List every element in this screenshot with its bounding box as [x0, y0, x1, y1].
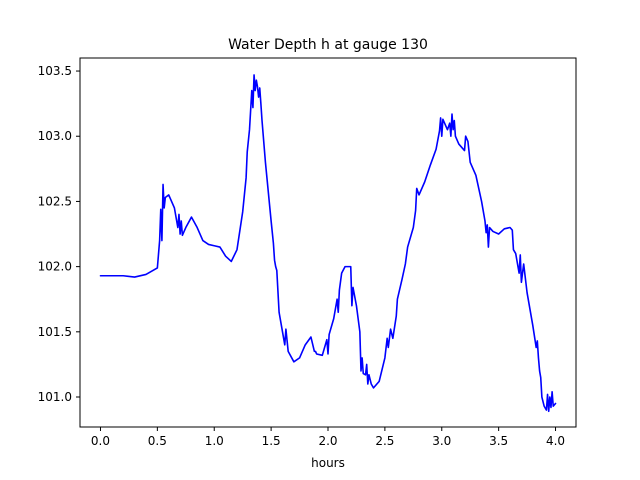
x-tick-label: 2.0	[318, 434, 337, 448]
x-tick-label: 4.0	[546, 434, 565, 448]
y-tick-label: 103.5	[38, 64, 72, 78]
x-tick-label: 3.0	[432, 434, 451, 448]
x-tick-label: 2.5	[375, 434, 394, 448]
plot-area	[99, 74, 557, 413]
x-tick-label: 0.5	[148, 434, 167, 448]
chart-title: Water Depth h at gauge 130	[228, 37, 428, 53]
y-tick-label: 101.0	[38, 390, 72, 404]
y-tick-label: 101.5	[38, 325, 72, 339]
x-tick-label: 3.5	[489, 434, 508, 448]
y-tick-label: 102.5	[38, 194, 72, 208]
plot-frame	[79, 57, 577, 428]
x-axis-label: hours	[311, 456, 345, 470]
axis-ticks: 0.0 0.5 1.0 1.5 2.0 2.5 3.0 3.5 4.0 101.0 101.5 102…	[38, 64, 565, 448]
y-tick-label: 102.0	[38, 260, 72, 274]
x-tick-label: 1.0	[205, 434, 224, 448]
series-line-0	[99, 74, 557, 413]
x-tick-label: 1.5	[262, 434, 281, 448]
x-tick-label: 0.0	[91, 434, 110, 448]
y-tick-label: 103.0	[38, 129, 72, 143]
